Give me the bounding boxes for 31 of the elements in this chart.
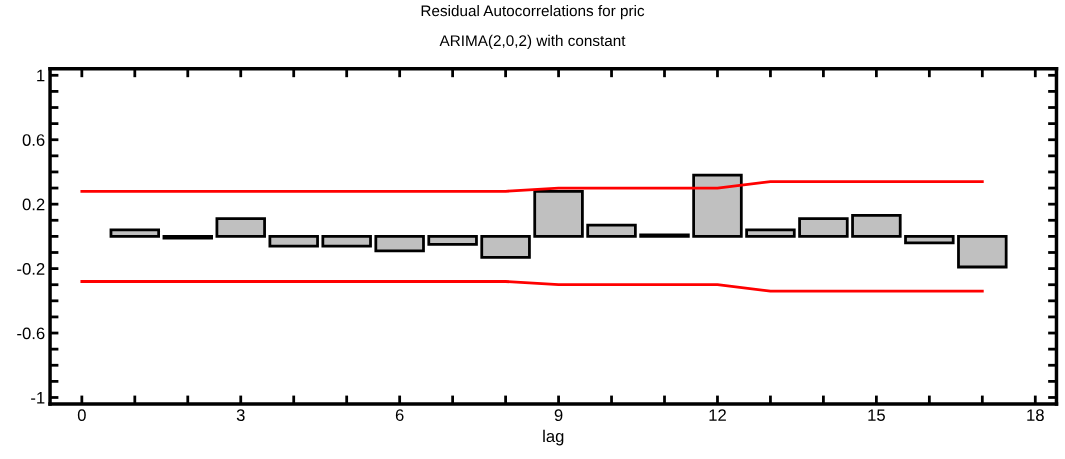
y-tick-label: -1 [31, 392, 45, 404]
bar [321, 234, 372, 248]
x-tick-label: 3 [236, 409, 245, 422]
bar [586, 223, 637, 238]
bar [904, 234, 955, 245]
bar [215, 217, 266, 238]
bar [798, 217, 849, 238]
x-tick-label: 6 [395, 409, 404, 422]
x-tick-label: 0 [77, 409, 86, 422]
chart-title: Residual Autocorrelations for pric [421, 4, 645, 20]
bar [427, 234, 478, 246]
bar [480, 234, 531, 259]
x-tick-label: 9 [554, 409, 563, 422]
y-tick-label: 0.2 [22, 198, 45, 211]
bar [957, 234, 1008, 269]
bar [745, 228, 796, 238]
chart-subtitle: ARIMA(2,0,2) with constant [439, 34, 626, 50]
bar [851, 214, 902, 238]
bar [692, 173, 743, 238]
y-tick-label: 0.6 [22, 134, 45, 146]
bar [374, 234, 425, 253]
x-tick-label: 12 [709, 409, 726, 421]
x-tick-label: 15 [868, 409, 885, 422]
y-tick-label: 1 [37, 69, 45, 82]
x-tick-label: 18 [1027, 409, 1044, 422]
x-axis-title: lag [543, 429, 564, 446]
bar [109, 228, 161, 238]
bar [268, 234, 319, 248]
y-tick-label: -0.6 [17, 327, 45, 340]
y-tick-label: -0.2 [17, 263, 45, 275]
bar [533, 189, 584, 238]
